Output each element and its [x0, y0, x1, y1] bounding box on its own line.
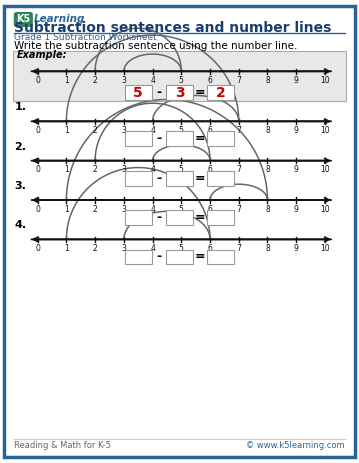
Text: 3: 3: [121, 244, 126, 253]
Bar: [208, 131, 234, 146]
Text: 2: 2: [216, 86, 226, 100]
Text: -: -: [156, 86, 162, 99]
Bar: [166, 131, 193, 146]
Text: 1: 1: [64, 205, 69, 213]
Text: Grade 1 Subtraction Worksheet: Grade 1 Subtraction Worksheet: [14, 33, 157, 43]
Text: -: -: [156, 172, 162, 185]
Text: 5: 5: [179, 244, 184, 253]
Bar: [166, 250, 193, 264]
Text: 5: 5: [179, 205, 184, 213]
Text: 7: 7: [236, 126, 241, 135]
Text: 8: 8: [265, 165, 270, 174]
Text: -: -: [156, 211, 162, 224]
Bar: [208, 85, 234, 100]
Bar: [125, 131, 152, 146]
Bar: [13, 51, 346, 101]
Bar: [125, 210, 152, 225]
Text: 4.: 4.: [14, 220, 27, 231]
Bar: [125, 85, 152, 100]
Text: 3.: 3.: [14, 181, 26, 191]
Text: 3: 3: [175, 86, 184, 100]
Text: 1: 1: [64, 76, 69, 85]
Text: 4: 4: [150, 165, 155, 174]
Text: 1.: 1.: [14, 102, 26, 113]
Text: 8: 8: [265, 76, 270, 85]
Bar: [208, 250, 234, 264]
Text: 10: 10: [320, 76, 330, 85]
Text: Learning: Learning: [34, 14, 85, 25]
Text: 4: 4: [150, 244, 155, 253]
Text: 7: 7: [236, 165, 241, 174]
Text: Reading & Math for K-5: Reading & Math for K-5: [14, 441, 111, 450]
Text: 9: 9: [294, 244, 299, 253]
Text: 5: 5: [133, 86, 143, 100]
Bar: [125, 250, 152, 264]
Text: 2: 2: [93, 244, 98, 253]
Text: 0: 0: [35, 244, 40, 253]
Text: 5: 5: [179, 126, 184, 135]
Text: Write the subtraction sentence using the number line.: Write the subtraction sentence using the…: [14, 41, 298, 51]
Text: 3: 3: [121, 76, 126, 85]
Text: 8: 8: [265, 205, 270, 213]
Bar: [166, 171, 193, 186]
Text: 7: 7: [236, 76, 241, 85]
Text: 8: 8: [265, 244, 270, 253]
Text: 9: 9: [294, 205, 299, 213]
Text: =: =: [195, 86, 205, 99]
Text: =: =: [195, 132, 205, 145]
Text: 10: 10: [320, 205, 330, 213]
Text: 6: 6: [208, 165, 213, 174]
Text: 0: 0: [35, 76, 40, 85]
Text: 10: 10: [320, 126, 330, 135]
Text: 6: 6: [208, 244, 213, 253]
Text: =: =: [195, 250, 205, 263]
Text: 1: 1: [64, 165, 69, 174]
Text: 9: 9: [294, 76, 299, 85]
Text: K5: K5: [16, 14, 31, 25]
Text: 2: 2: [93, 76, 98, 85]
Text: -: -: [156, 250, 162, 263]
Text: 3: 3: [121, 126, 126, 135]
Text: 7: 7: [236, 244, 241, 253]
Text: =: =: [195, 211, 205, 224]
Text: 8: 8: [265, 126, 270, 135]
Text: 2: 2: [93, 126, 98, 135]
Text: 5: 5: [179, 76, 184, 85]
Text: 5: 5: [179, 165, 184, 174]
Text: 1: 1: [64, 244, 69, 253]
Text: =: =: [195, 172, 205, 185]
Text: 3: 3: [121, 165, 126, 174]
Bar: [166, 210, 193, 225]
Bar: [166, 85, 193, 100]
Text: 6: 6: [208, 126, 213, 135]
Text: 4: 4: [150, 76, 155, 85]
Text: 4: 4: [150, 126, 155, 135]
Text: Example:: Example:: [17, 50, 68, 60]
Text: Subtraction sentences and number lines: Subtraction sentences and number lines: [14, 21, 332, 35]
Text: 0: 0: [35, 165, 40, 174]
Text: 3: 3: [121, 205, 126, 213]
Text: 9: 9: [294, 126, 299, 135]
Text: 0: 0: [35, 205, 40, 213]
Text: © www.k5learning.com: © www.k5learning.com: [246, 441, 345, 450]
Text: 2: 2: [93, 165, 98, 174]
Text: 10: 10: [320, 165, 330, 174]
Text: 2.: 2.: [14, 142, 26, 152]
Text: -: -: [156, 132, 162, 145]
Bar: [208, 210, 234, 225]
Text: 10: 10: [320, 244, 330, 253]
Text: 4: 4: [150, 205, 155, 213]
Bar: [208, 171, 234, 186]
Text: 7: 7: [236, 205, 241, 213]
Text: 6: 6: [208, 205, 213, 213]
Text: 2: 2: [93, 205, 98, 213]
Text: 6: 6: [208, 76, 213, 85]
Text: 9: 9: [294, 165, 299, 174]
Text: 1: 1: [64, 126, 69, 135]
Bar: [125, 171, 152, 186]
Text: 0: 0: [35, 126, 40, 135]
